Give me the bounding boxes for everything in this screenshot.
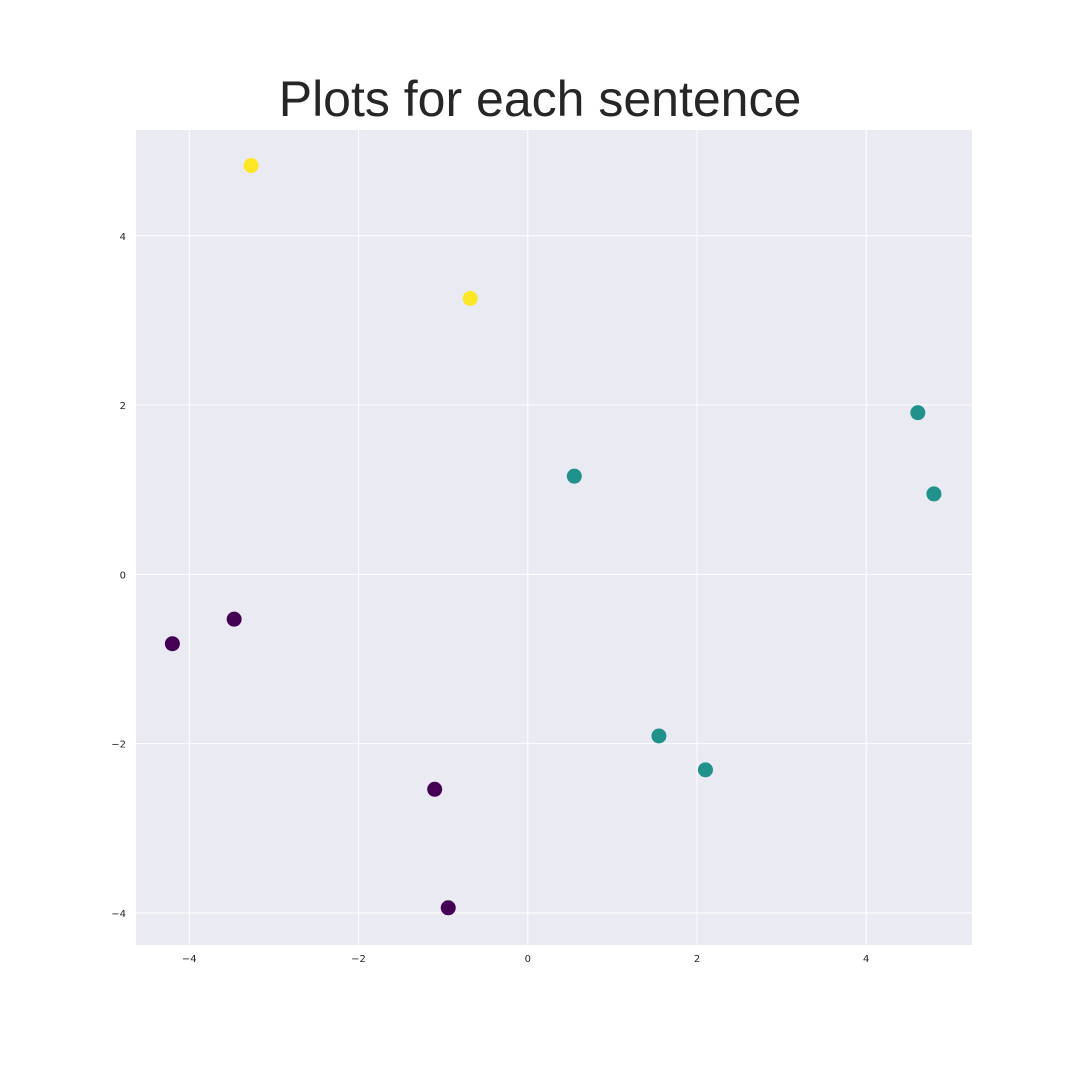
x-tick-label: 4: [863, 954, 869, 965]
plot-area: [136, 130, 972, 945]
y-axis-ticks: −4 −2 0 2 4: [111, 232, 126, 920]
data-point: [440, 900, 456, 916]
y-tick-label: 2: [120, 401, 126, 412]
grid-lines: [136, 130, 972, 945]
data-point: [651, 728, 667, 744]
x-tick-label: 2: [694, 954, 700, 965]
x-axis-ticks: −4 −2 0 2 4: [182, 954, 869, 965]
x-tick-label: −2: [351, 954, 366, 965]
x-tick-label: 0: [525, 954, 531, 965]
y-tick-label: −2: [111, 740, 126, 751]
x-tick-label: −4: [182, 954, 197, 965]
data-point: [462, 290, 478, 306]
y-tick-label: 4: [120, 232, 126, 243]
data-point: [697, 762, 713, 778]
data-point: [164, 636, 180, 652]
data-point: [226, 611, 242, 627]
y-tick-label: −4: [111, 909, 126, 920]
y-tick-label: 0: [120, 570, 126, 581]
data-point: [926, 486, 942, 502]
data-point: [243, 158, 259, 174]
data-point: [910, 405, 926, 421]
data-point: [566, 468, 582, 484]
data-point: [427, 781, 443, 797]
data-points: [164, 158, 942, 916]
chart-title: Plots for each sentence: [278, 71, 802, 127]
